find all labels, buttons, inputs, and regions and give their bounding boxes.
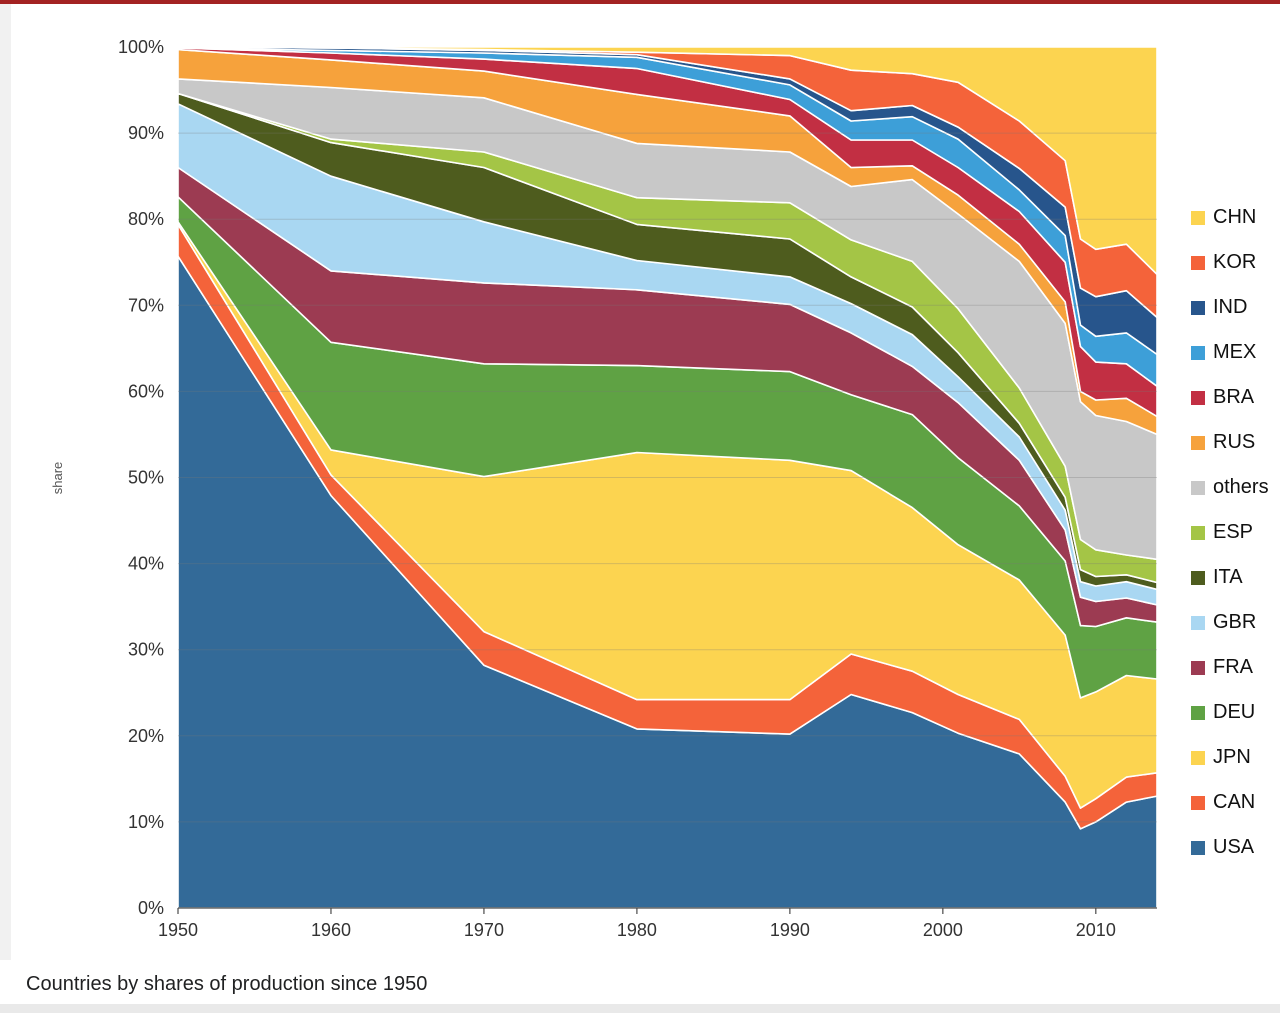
legend-label-CHN: CHN (1213, 206, 1257, 228)
legend-label-KOR: KOR (1213, 251, 1257, 273)
legend-swatch-CAN (1191, 795, 1205, 810)
chart-axis-labels: 0% 10% 20% 30% 40% 50% 60% 70% 80% 90% 100% 1950 196… (118, 37, 1116, 940)
legend-label-DEU: DEU (1213, 701, 1256, 723)
legend-swatch-CHN (1191, 210, 1205, 225)
legend-item-USA: USA (1191, 825, 1269, 870)
legend-label-JPN: JPN (1213, 746, 1251, 768)
legend-item-FRA: FRA (1191, 645, 1269, 690)
y-tick-label-30: 30% (128, 640, 164, 660)
legend-label-BRA: BRA (1213, 386, 1255, 408)
x-tick-label-1970: 1970 (464, 920, 504, 940)
y-tick-label-40: 40% (128, 554, 164, 574)
legend-item-GBR: GBR (1191, 600, 1269, 645)
y-tick-label-20: 20% (128, 726, 164, 746)
chart-gridlines (178, 132, 1157, 823)
legend-item-KOR: KOR (1191, 240, 1269, 285)
legend-swatch-JPN (1191, 750, 1205, 765)
y-tick-label-60: 60% (128, 381, 164, 401)
bottom-margin-strip (0, 1004, 1280, 1013)
y-tick-label-80: 80% (128, 209, 164, 229)
legend-label-FRA: FRA (1213, 656, 1253, 678)
legend-swatch-USA (1191, 840, 1205, 855)
legend-item-ITA: ITA (1191, 555, 1269, 600)
legend-label-IND: IND (1213, 296, 1248, 318)
chart-legend: CHN KOR IND MEX BRA RUS others ESP ITA GBR FRA DEU J… (1191, 195, 1269, 870)
area-CHN (177, 46, 1158, 276)
legend-swatch-IND (1191, 300, 1205, 315)
legend-swatch-RUS (1191, 435, 1205, 450)
legend-swatch-MEX (1191, 345, 1205, 360)
y-axis-title: share (50, 462, 65, 495)
legend-item-BRA: BRA (1191, 375, 1269, 420)
legend-item-ESP: ESP (1191, 510, 1269, 555)
legend-label-ITA: ITA (1213, 566, 1243, 588)
legend-label-MEX: MEX (1213, 341, 1257, 363)
legend-swatch-GBR (1191, 615, 1205, 630)
chart-caption: Countries by shares of production since … (26, 973, 428, 995)
y-tick-label-10: 10% (128, 812, 164, 832)
legend-item-CAN: CAN (1191, 780, 1269, 825)
stacked-area-chart: 0% 10% 20% 30% 40% 50% 60% 70% 80% 90% 100% 1950 196… (50, 37, 1158, 940)
legend-label-CAN: CAN (1213, 791, 1256, 813)
legend-item-MEX: MEX (1191, 330, 1269, 375)
legend-item-RUS: RUS (1191, 420, 1269, 465)
legend-swatch-BRA (1191, 390, 1205, 405)
legend-swatch-KOR (1191, 255, 1205, 270)
x-tick-label-2000: 2000 (923, 920, 963, 940)
legend-label-GBR: GBR (1213, 611, 1257, 633)
y-tick-label-100: 100% (118, 37, 164, 57)
y-tick-label-90: 90% (128, 123, 164, 143)
top-border-rule (0, 0, 1280, 4)
x-tick-label-1990: 1990 (770, 920, 810, 940)
legend-swatch-ITA (1191, 570, 1205, 585)
y-tick-label-50: 50% (128, 468, 164, 488)
y-tick-label-0: 0% (138, 898, 164, 918)
legend-swatch-others (1191, 480, 1205, 495)
legend-item-DEU: DEU (1191, 690, 1269, 735)
x-tick-label-1980: 1980 (617, 920, 657, 940)
legend-swatch-FRA (1191, 660, 1205, 675)
legend-swatch-ESP (1191, 525, 1205, 540)
legend-label-ESP: ESP (1213, 521, 1254, 543)
y-tick-label-70: 70% (128, 295, 164, 315)
legend-item-others: others (1191, 465, 1269, 510)
legend-label-USA: USA (1213, 836, 1255, 858)
chart-axes (177, 907, 1157, 914)
legend-label-RUS: RUS (1213, 431, 1256, 453)
legend-item-CHN: CHN (1191, 195, 1269, 240)
x-tick-label-1950: 1950 (158, 920, 198, 940)
x-tick-label-2010: 2010 (1076, 920, 1116, 940)
chart-areas (177, 46, 1158, 909)
legend-item-IND: IND (1191, 285, 1269, 330)
x-tick-label-1960: 1960 (311, 920, 351, 940)
chart-card: 0% 10% 20% 30% 40% 50% 60% 70% 80% 90% 100% 1950 196… (11, 4, 1280, 960)
legend-label-others: others (1213, 476, 1269, 498)
legend-swatch-DEU (1191, 705, 1205, 720)
legend-item-JPN: JPN (1191, 735, 1269, 780)
left-margin-strip (0, 4, 11, 960)
